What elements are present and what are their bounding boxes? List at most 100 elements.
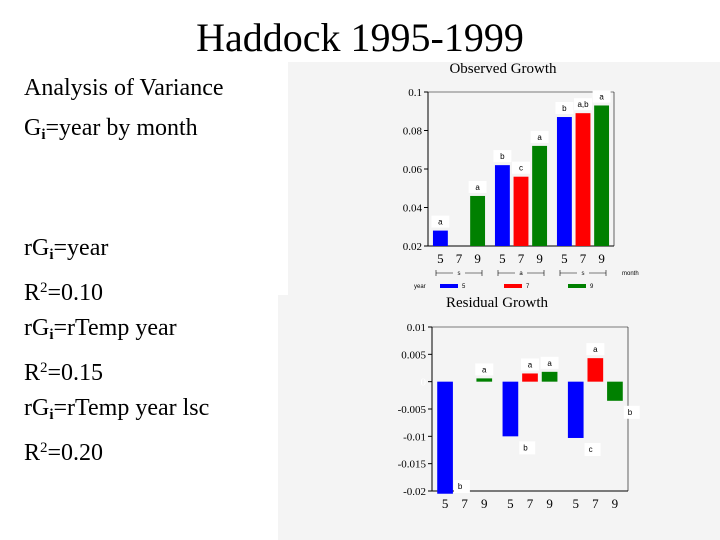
analysis-line: rGi=year [24,233,108,270]
observed-growth-panel: Observed Growth 0.02 0.04 0.06 0.08 0.1 5 a 7 9 a 5… [288,61,720,295]
sig-label-bg [586,343,605,356]
x-tick-label: 9 [612,496,619,511]
line-superscript: 2 [40,360,48,376]
bar [494,165,510,246]
y-tick-label: -0.02 [403,486,426,498]
sig-label-bg [493,150,512,163]
sig-label-bg [468,180,487,193]
bar [607,381,623,401]
line-superscript: 2 [40,280,48,296]
legend-label: 5 [462,284,466,290]
residual-growth-chart: Residual Growth -0.02 -0.015 -0.01 -0.005 0 0.… [398,295,640,511]
sig-label-bg [584,442,601,456]
legend-label: 9 [590,284,594,290]
bar [513,176,529,246]
x-tick-label: 7 [456,251,463,266]
line-rest: =rTemp year lsc [53,395,210,421]
line-main: R [24,440,41,466]
line-rest: =0.15 [47,360,104,386]
analysis-line: Gi=year by month [24,113,198,150]
bar [432,230,448,246]
line-main: rG [24,315,50,341]
bar [470,195,486,246]
bar [541,371,558,382]
x-tick-label: 7 [518,251,525,266]
y-tick-label: 0.1 [408,87,422,99]
y-tick-label: -0.01 [403,431,426,443]
significance-letter: b [458,482,463,491]
line-rest: =year by month [45,115,198,141]
legend-swatch [504,284,522,288]
line-main: R [24,360,41,386]
group-tag: s [458,271,461,277]
group-tag: s [582,271,585,277]
y-tick-label: 0 [421,377,427,389]
legend-swatch [568,284,586,288]
line-main: G [24,115,42,141]
bar [522,373,538,382]
analysis-line: rGi=rTemp year [24,313,177,350]
line-rest: =0.20 [47,440,104,466]
line-superscript: 2 [40,440,48,456]
group-tag: a [519,271,523,277]
analysis-line: R2=0.10 [24,273,103,308]
y-tick-label: 0.01 [407,322,426,334]
line-subscript: i [49,407,54,423]
chart-title: Observed Growth [449,61,557,77]
y-tick-label: -0.005 [398,404,427,416]
x-tick-label: 5 [499,251,506,266]
x-tick-label: 5 [561,251,568,266]
line-rest: =0.10 [47,280,104,306]
significance-letter: c [589,445,593,454]
y-tick-label: -0.015 [398,459,427,471]
sig-label-bg [592,90,611,103]
sig-label-bg [431,215,450,228]
line-subscript: i [49,247,54,263]
analysis-line: R2=0.20 [24,433,103,468]
significance-letter: a [482,365,487,374]
sig-label-bg [512,161,530,174]
bar [556,117,572,247]
significance-letter: a,b [577,100,589,109]
line-main: R [24,280,41,306]
x-tick-label: 9 [536,251,543,266]
x-tick-label: 9 [481,496,488,511]
x-tick-label: 9 [546,496,553,511]
legend-label: year [414,284,426,290]
sig-label-bg [540,356,559,369]
significance-letter: a [599,92,604,101]
bar [476,378,493,382]
x-tick-label: 5 [572,496,579,511]
line-rest: =year [53,235,109,261]
sig-label-bg [453,480,470,493]
x-tick-label: 5 [437,251,444,266]
y-tick-label: 0.005 [401,349,426,361]
sig-label-bg [555,102,574,115]
y-tick-label: 0.08 [403,126,423,138]
sig-label-bg [623,405,640,419]
x-tick-label: 7 [527,496,534,511]
significance-letter: a [528,360,533,369]
analysis-line: Analysis of Variance [24,73,224,103]
significance-letter: a [438,218,443,227]
sig-label-bg [574,98,592,111]
y-tick-label: 0.06 [403,164,423,176]
bar [594,105,610,246]
x-tick-label: 9 [598,251,605,266]
significance-letter: a [537,133,542,142]
sig-label-bg [519,441,536,455]
line-rest: =rTemp year [53,315,177,341]
sig-label-bg [475,363,494,376]
analysis-line: rGi=rTemp year lsc [24,393,209,430]
y-tick-label: 0.02 [403,241,422,253]
month-axis-tag: month [622,271,639,277]
line-main: rG [24,235,50,261]
x-tick-label: 7 [580,251,587,266]
bar [532,145,548,246]
bar [567,381,584,438]
sig-label-bg [530,130,549,143]
significance-letter: a [547,359,552,368]
legend-label: 7 [526,284,530,290]
significance-letter: b [523,443,528,452]
